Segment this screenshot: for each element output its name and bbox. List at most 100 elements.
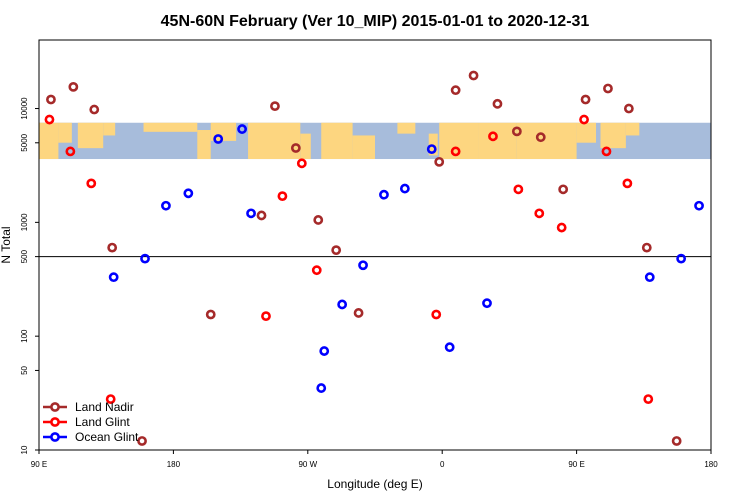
- ocean-glint-point: [161, 200, 171, 211]
- land-nadir-point: [137, 436, 147, 446]
- land-nadir-point: [580, 94, 591, 105]
- land-nadir-point: [270, 101, 280, 112]
- y-axis: 10 50 100 500 1000 5000 10000: [20, 97, 39, 454]
- land-mass-2: [77, 122, 104, 149]
- ocean-glint-point: [237, 124, 247, 134]
- legend-marker: [50, 417, 60, 427]
- land-mass-5: [197, 130, 211, 160]
- land-mass-10: [352, 135, 375, 160]
- land-nadir-point: [603, 83, 613, 94]
- land-mass-15: [516, 122, 577, 160]
- land-mass-3: [103, 122, 116, 136]
- x-tick-label: 180: [704, 460, 718, 469]
- ocean-glint-point: [426, 144, 437, 155]
- x-tick-label: 0: [440, 460, 445, 469]
- land-nadir-point: [290, 143, 301, 153]
- land-mass-7: [248, 122, 301, 160]
- ocean-glint-point: [694, 200, 704, 211]
- y-tick-label: 1000: [20, 213, 29, 231]
- land-mass-14: [478, 122, 517, 160]
- ocean-glint-point: [358, 260, 368, 271]
- ocean-glint-point: [183, 188, 194, 199]
- y-tick-label: 100: [20, 329, 29, 343]
- ocean-glint-point: [319, 346, 330, 356]
- land-glint-point: [86, 178, 97, 189]
- ocean-glint-point: [676, 253, 687, 264]
- ocean-glint-point: [644, 272, 655, 283]
- land-nadir-point: [671, 436, 682, 446]
- y-tick-label: 5000: [20, 133, 29, 151]
- land-nadir-point: [68, 81, 79, 92]
- land-glint-point: [431, 309, 442, 320]
- land-nadir-point: [450, 85, 461, 96]
- land-glint-point: [579, 114, 589, 125]
- legend-entry-land-glint: Land Glint: [43, 415, 130, 429]
- land-glint-point: [534, 208, 545, 219]
- ocean-glint-point: [316, 383, 327, 393]
- x-axis-label: Longitude (deg E): [327, 477, 422, 491]
- y-tick-label: 50: [20, 365, 29, 374]
- land-nadir-point: [46, 94, 56, 105]
- ocean-glint-point: [108, 272, 119, 283]
- land-nadir-point: [468, 70, 479, 81]
- chart-title: 45N-60N February (Ver 10_MIP) 2015-01-01…: [161, 13, 590, 30]
- land-mass-8: [300, 133, 311, 160]
- land-glint-point: [643, 394, 654, 405]
- land-glint-point: [296, 158, 307, 169]
- land-glint-point: [277, 191, 288, 202]
- ocean-glint-point: [482, 298, 492, 309]
- land-nadir-point: [535, 132, 546, 143]
- legend-label: Land Nadir: [75, 400, 134, 414]
- land-glint-point: [105, 394, 116, 405]
- land-glint-point: [601, 146, 612, 157]
- land-mass-4: [143, 122, 198, 132]
- ocean-glint-point: [246, 208, 256, 219]
- y-tick-label: 10: [20, 445, 29, 454]
- land-glint-point: [513, 184, 524, 195]
- legend-entry-ocean-glint: Ocean Glint: [43, 430, 139, 444]
- land-nadir-point: [205, 309, 216, 320]
- land-nadir-point: [434, 156, 445, 167]
- land-glint-point: [556, 222, 567, 233]
- legend-marker: [50, 402, 60, 412]
- land-glint-point: [261, 311, 271, 322]
- x-tick-label: 180: [167, 460, 181, 469]
- land-nadir-point: [623, 103, 634, 114]
- ocean-glint-point: [140, 253, 150, 264]
- x-tick-label: 90 E: [31, 460, 47, 469]
- legend-entry-land-nadir: Land Nadir: [43, 400, 134, 414]
- land-mass-9: [321, 122, 353, 160]
- world-map-band: [39, 122, 711, 160]
- land-mass-17: [600, 122, 626, 149]
- y-axis-label: N Total: [0, 226, 13, 263]
- land-mass-1: [58, 122, 72, 143]
- y-tick-label: 500: [20, 249, 29, 263]
- ocean-glint-point: [213, 134, 224, 144]
- land-nadir-point: [89, 104, 100, 115]
- land-mass-0: [39, 122, 59, 160]
- land-glint-point: [488, 131, 498, 142]
- x-tick-label: 90 W: [298, 460, 317, 469]
- land-nadir-point: [107, 242, 118, 253]
- legend-marker: [50, 432, 60, 442]
- land-glint-point: [311, 265, 322, 276]
- land-nadir-point: [313, 215, 324, 225]
- plot-frame: [38, 39, 712, 451]
- ocean-glint-point: [379, 189, 389, 200]
- land-mass-18: [625, 122, 640, 136]
- x-axis: 90 E 180 90 W 0 90 E 180: [31, 450, 718, 469]
- ocean-glint-point: [444, 342, 455, 353]
- x-tick-label: 90 E: [568, 460, 584, 469]
- ocean-glint-point: [399, 183, 410, 194]
- land-glint-point: [44, 114, 55, 125]
- land-nadir-point: [558, 184, 569, 195]
- land-mass-16: [576, 122, 597, 143]
- data-points: [44, 70, 704, 446]
- land-glint-point: [622, 178, 633, 189]
- land-nadir-point: [353, 308, 364, 318]
- land-nadir-point: [331, 245, 342, 256]
- land-nadir-point: [492, 98, 503, 109]
- y-tick-label: 10000: [20, 97, 29, 120]
